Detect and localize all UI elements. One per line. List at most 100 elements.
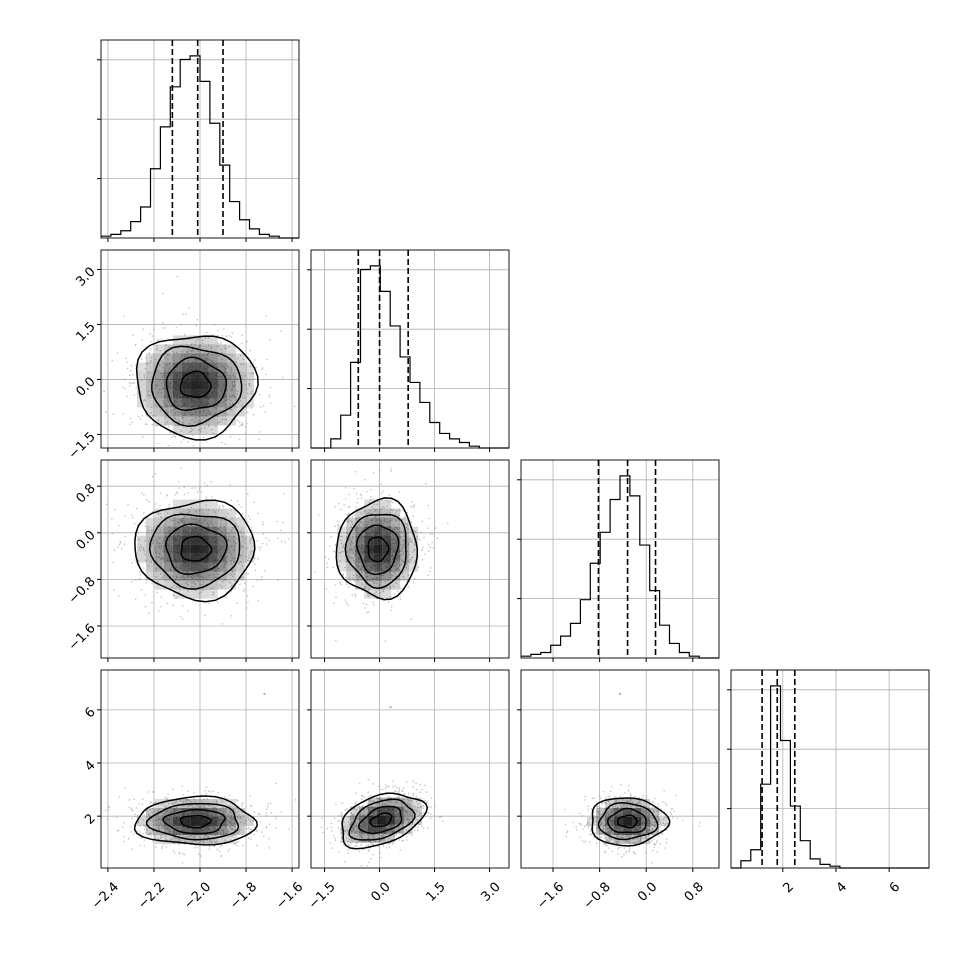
density-cell <box>235 353 245 363</box>
density-cell <box>172 389 182 399</box>
density-cell <box>190 499 200 509</box>
contour-line <box>135 335 259 441</box>
density-panel-2-1 <box>100 249 300 449</box>
density-cell <box>190 580 200 590</box>
hist-panel-1 <box>97 39 300 239</box>
density-cell <box>190 553 200 563</box>
density-cell <box>412 815 422 825</box>
density-cell <box>403 824 413 834</box>
density-cell <box>217 416 227 426</box>
density-cell <box>373 535 383 545</box>
density-cell <box>208 371 218 381</box>
density-cell <box>226 380 236 390</box>
density-cell <box>163 553 173 563</box>
density-cell <box>181 535 191 545</box>
density-cell <box>373 517 383 527</box>
density-cell <box>172 589 182 599</box>
density-cell <box>190 526 200 536</box>
density-cell <box>235 526 245 536</box>
density-cell <box>632 834 642 844</box>
density-cell <box>217 517 227 527</box>
density-cell <box>163 416 173 426</box>
contour-line <box>617 814 638 829</box>
contour-line <box>369 812 393 828</box>
density-cell <box>199 589 209 599</box>
density-cell <box>208 816 218 826</box>
density-cell <box>145 526 155 536</box>
density-cell <box>208 589 218 599</box>
density-cell <box>163 825 173 835</box>
density-cell <box>163 526 173 536</box>
density-cell <box>199 362 209 372</box>
density-cell <box>190 380 200 390</box>
density-cell <box>391 571 401 581</box>
density-cell <box>400 517 410 527</box>
contour-line <box>344 513 407 590</box>
density-cell <box>217 362 227 372</box>
density-cell <box>382 589 392 599</box>
density-cell <box>199 344 209 354</box>
density-cell <box>226 807 236 817</box>
density-cell <box>199 425 209 435</box>
density-cell <box>373 589 383 599</box>
density-cell <box>641 798 651 808</box>
density-cell <box>145 825 155 835</box>
density-cell <box>226 535 236 545</box>
density-cell <box>181 807 191 817</box>
density-cell <box>181 407 191 417</box>
contour-line <box>134 499 256 603</box>
density-cell <box>226 798 236 808</box>
density-cell <box>145 380 155 390</box>
density-cell <box>244 553 254 563</box>
hist-panel-3 <box>517 459 720 659</box>
density-cell <box>403 806 413 816</box>
density-cell <box>208 544 218 554</box>
density-cell <box>367 797 377 807</box>
density-cell <box>154 398 164 408</box>
density-cell <box>355 553 365 563</box>
density-cell <box>190 562 200 572</box>
x-tick-label: 3.0 <box>479 880 504 905</box>
density-cell <box>235 362 245 372</box>
density-cell <box>244 398 254 408</box>
density-cell <box>154 825 164 835</box>
density-cell <box>199 353 209 363</box>
contour-line <box>151 345 243 428</box>
density-cell <box>136 389 146 399</box>
density-cell <box>382 535 392 545</box>
density-cell <box>181 398 191 408</box>
density-cell <box>596 816 606 826</box>
y-tick-label: 2 <box>82 811 98 827</box>
density-cell <box>364 562 374 572</box>
density-cell <box>400 553 410 563</box>
density-cell <box>172 535 182 545</box>
density-cell <box>367 815 377 825</box>
density-cell <box>355 544 365 554</box>
density-cell <box>136 380 146 390</box>
density-cell <box>340 824 350 834</box>
density-cell <box>208 499 218 509</box>
density-cell <box>355 562 365 572</box>
density-cell <box>382 562 392 572</box>
density-cell <box>145 517 155 527</box>
density-cell <box>226 553 236 563</box>
density-cell <box>172 816 182 826</box>
density-cell <box>346 562 356 572</box>
density-cell <box>208 353 218 363</box>
density-cell <box>181 499 191 509</box>
x-tick-label: −1.8 <box>227 880 260 913</box>
density-cell <box>181 508 191 518</box>
contour-line <box>341 792 429 850</box>
density-cell <box>208 535 218 545</box>
density-cell <box>208 553 218 563</box>
contour-line <box>165 523 228 575</box>
density-cell <box>394 815 404 825</box>
y-tick-label: 0.0 <box>73 528 98 553</box>
density-cell <box>217 398 227 408</box>
density-cell <box>172 517 182 527</box>
density-cell <box>136 553 146 563</box>
density-cell <box>409 535 419 545</box>
density-cell <box>217 834 227 844</box>
density-cell <box>364 508 374 518</box>
density-cell <box>226 544 236 554</box>
